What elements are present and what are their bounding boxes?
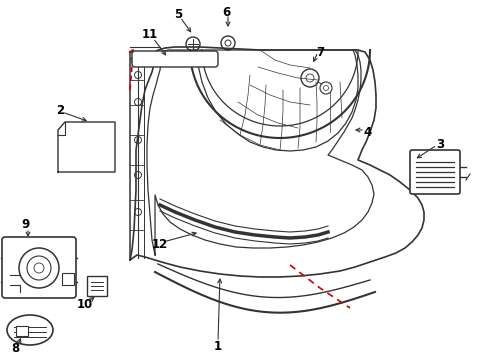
Text: 10: 10 bbox=[77, 298, 93, 311]
FancyBboxPatch shape bbox=[132, 51, 218, 67]
Text: 12: 12 bbox=[152, 238, 168, 251]
FancyBboxPatch shape bbox=[87, 276, 107, 296]
Text: 4: 4 bbox=[364, 126, 372, 139]
Text: 2: 2 bbox=[56, 104, 64, 117]
Text: 8: 8 bbox=[11, 342, 19, 355]
FancyBboxPatch shape bbox=[62, 273, 74, 285]
Text: 7: 7 bbox=[316, 45, 324, 58]
Text: 6: 6 bbox=[222, 5, 230, 18]
FancyBboxPatch shape bbox=[410, 150, 460, 194]
Text: 9: 9 bbox=[21, 219, 29, 231]
FancyBboxPatch shape bbox=[2, 237, 76, 298]
Text: 11: 11 bbox=[142, 27, 158, 40]
Text: 1: 1 bbox=[214, 341, 222, 354]
FancyBboxPatch shape bbox=[16, 326, 28, 336]
Ellipse shape bbox=[7, 315, 53, 345]
Text: 5: 5 bbox=[174, 8, 182, 21]
Text: 3: 3 bbox=[436, 139, 444, 152]
